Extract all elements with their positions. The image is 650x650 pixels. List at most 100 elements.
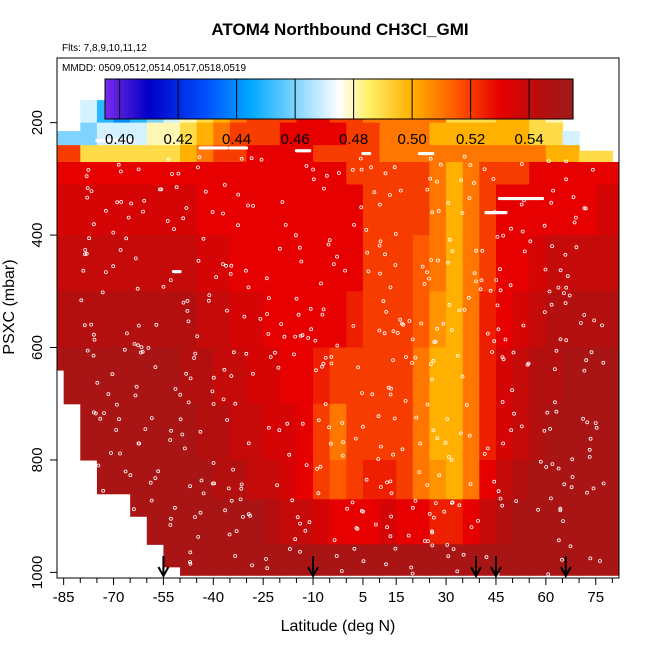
colorbar-swatch [447, 79, 451, 119]
sample-point [298, 333, 303, 338]
sample-point [224, 263, 228, 268]
sample-point [447, 237, 452, 242]
colorbar-swatch [151, 79, 156, 119]
colorbar-swatch [295, 79, 299, 119]
sample-point [233, 554, 238, 558]
sample-point [84, 251, 89, 256]
heatmap-cell [96, 347, 115, 405]
sample-point [156, 469, 161, 474]
sample-point [161, 284, 166, 289]
heatmap-cell [329, 184, 347, 236]
heatmap-cell [495, 291, 514, 349]
heatmap-cell [113, 145, 131, 163]
colorbar-swatch [198, 79, 203, 119]
heatmap-cell [146, 347, 165, 405]
sample-point [478, 287, 483, 292]
heatmap-cell [229, 347, 248, 405]
heatmap-cell [562, 459, 580, 500]
heatmap-cell [96, 459, 115, 495]
colorbar-swatch [450, 79, 454, 119]
sample-point [188, 560, 192, 564]
heatmap-cell [579, 499, 597, 545]
sample-point [468, 482, 473, 487]
colorbar-swatch [160, 79, 165, 119]
sample-point [430, 530, 435, 535]
heatmap-cell [362, 544, 381, 576]
sample-point [419, 321, 424, 326]
sample-point [587, 454, 592, 459]
sample-point [181, 216, 186, 221]
sample-point [558, 337, 563, 342]
heatmap-cell [446, 459, 464, 500]
sample-point [519, 202, 524, 207]
sample-point [430, 377, 435, 382]
sample-point [359, 167, 364, 172]
heatmap-cell [313, 347, 331, 405]
heatmap-cell [512, 499, 530, 545]
sample-point [149, 416, 154, 421]
sample-point [327, 425, 332, 430]
sample-point [91, 353, 96, 358]
colorbar-swatch [458, 79, 463, 119]
heatmap-cell [529, 122, 547, 146]
sample-point [467, 196, 472, 200]
heatmap-cell [296, 499, 314, 545]
heatmap-cell [246, 544, 264, 576]
sample-point [509, 428, 514, 433]
sample-point [556, 285, 561, 290]
colorbar-swatch [508, 79, 513, 119]
heatmap-cell [313, 235, 331, 292]
heatmap-cell [412, 499, 431, 545]
plot-frame [56, 57, 620, 579]
heatmap-cell [612, 291, 619, 349]
sample-point [250, 371, 255, 376]
colorbar-swatch [245, 79, 249, 119]
heatmap-cell [495, 403, 514, 461]
sample-point [136, 343, 141, 348]
heatmap-cell [163, 459, 181, 500]
sample-point [369, 165, 374, 170]
heatmap-cell [545, 347, 564, 405]
colorbar-swatch [406, 79, 410, 119]
heatmap-cell [579, 235, 597, 292]
sample-point [587, 447, 592, 452]
heatmap-cell [329, 403, 347, 461]
sample-point [118, 248, 123, 252]
colorbar-swatch [154, 79, 159, 119]
sample-point [321, 307, 326, 312]
sample-point [176, 171, 181, 176]
sample-point [146, 345, 151, 350]
sample-point [445, 543, 450, 547]
sample-point [446, 200, 451, 205]
sample-point [195, 165, 200, 170]
sample-point [436, 209, 441, 213]
flight-track [79, 127, 606, 577]
profile-arrow [307, 556, 319, 579]
sample-point [92, 222, 96, 227]
heatmap-cell [96, 235, 115, 292]
colorbar-swatch [555, 79, 559, 119]
heatmap-cell [462, 347, 480, 405]
heatmap-cell [246, 459, 264, 500]
heatmap-cell [512, 291, 530, 349]
sample-point [542, 223, 547, 228]
heatmap-cell [362, 184, 381, 236]
sample-point [500, 400, 505, 404]
sample-point [457, 503, 462, 508]
heatmap-cell [379, 145, 397, 163]
sample-point [400, 447, 405, 452]
colorbar-swatch [540, 79, 545, 119]
heatmap-cell [246, 184, 264, 236]
sample-point [192, 356, 197, 360]
sample-point [153, 476, 158, 481]
sample-point [143, 427, 148, 432]
colorbar-swatch [453, 79, 457, 119]
heatmap-cell [379, 544, 397, 576]
profile-arrow [559, 556, 572, 579]
sample-point [400, 321, 404, 326]
sample-point [136, 323, 141, 328]
heatmap-cell [63, 235, 81, 292]
colorbar-swatch [552, 79, 557, 119]
y-axis: 200 400 600 800 1000 [29, 110, 57, 589]
sample-point [420, 264, 425, 269]
